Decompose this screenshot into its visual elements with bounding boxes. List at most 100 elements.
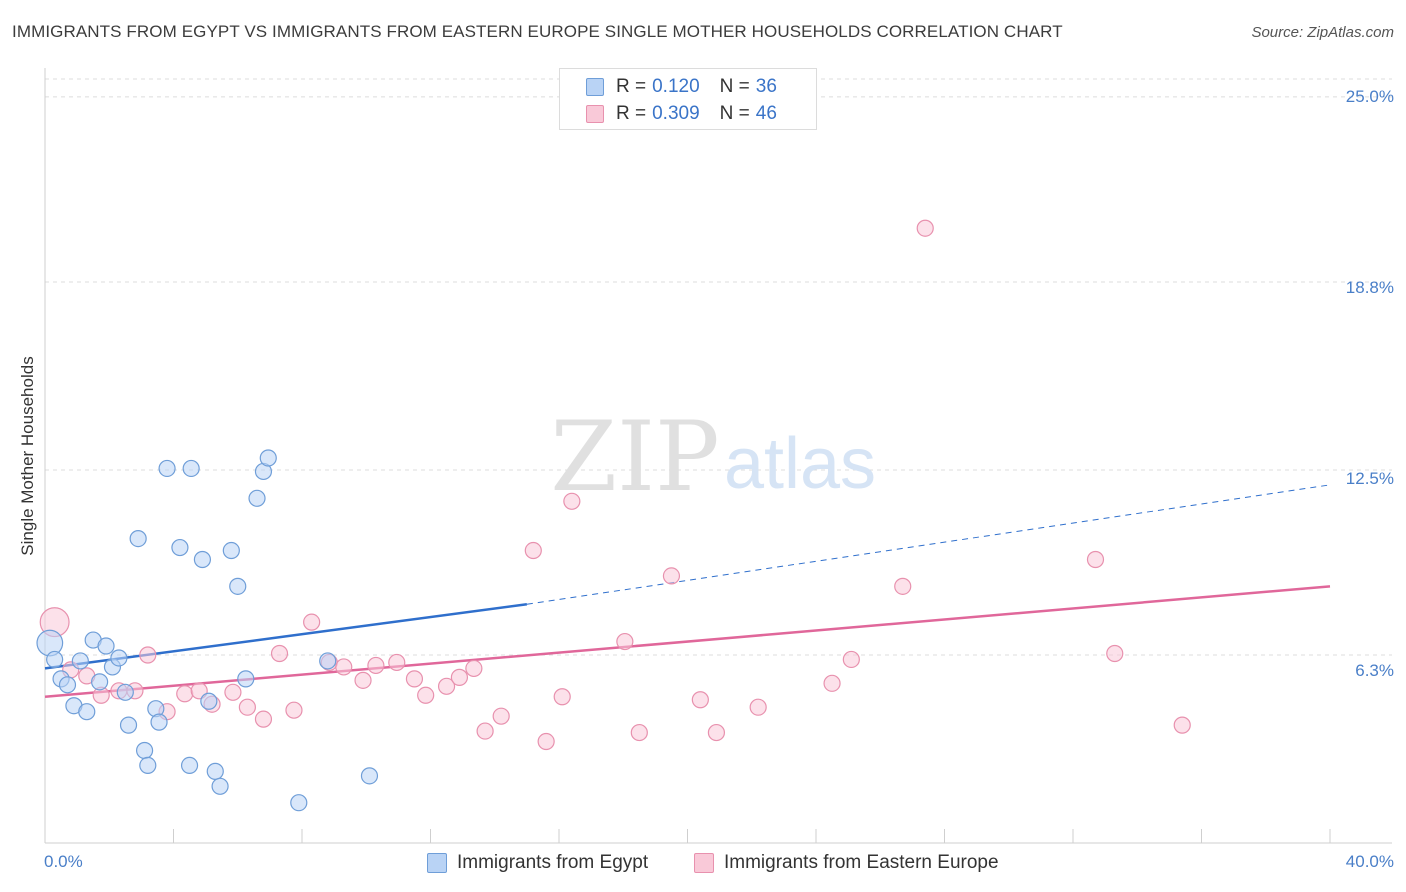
r-label: R = <box>616 76 647 97</box>
data-point-eastern-europe <box>476 722 494 740</box>
data-point-eastern-europe <box>524 541 542 560</box>
data-point-egypt <box>129 529 147 548</box>
r-value: 0.120 <box>652 76 700 97</box>
data-point-eastern-europe <box>270 644 289 663</box>
axes <box>44 68 1392 844</box>
data-point-egypt <box>222 541 240 560</box>
data-point-egypt <box>319 652 337 670</box>
data-point-eastern-europe <box>176 685 194 703</box>
data-point-eastern-europe <box>238 698 256 716</box>
n-label: N = <box>719 76 750 97</box>
n-value: 46 <box>755 103 777 124</box>
data-point-egypt <box>200 692 218 710</box>
data-point-eastern-europe <box>1086 550 1105 569</box>
data-point-eastern-europe <box>749 698 767 716</box>
data-point-egypt <box>58 676 77 694</box>
data-point-eastern-europe <box>630 723 648 742</box>
data-point-eastern-europe <box>916 219 934 237</box>
data-point-eastern-europe <box>417 686 435 704</box>
x-tick-label: 0.0% <box>44 852 83 871</box>
data-point-egypt <box>182 459 200 478</box>
legend-label-eastern-europe: Immigrants from Eastern Europe <box>724 852 999 873</box>
egypt-swatch <box>586 78 604 96</box>
chart-source: Source: ZipAtlas.com <box>1251 24 1394 41</box>
egypt-swatch <box>427 853 447 873</box>
y-tick-label: 18.8% <box>1345 278 1394 297</box>
data-point-egypt <box>206 762 224 780</box>
eastern-europe-swatch <box>586 105 604 123</box>
data-point-egypt <box>150 713 168 731</box>
legend-item-egypt[interactable]: Immigrants from Egypt <box>427 852 648 874</box>
trend-line-eastern-europe <box>44 585 1331 699</box>
data-point-eastern-europe <box>335 658 353 676</box>
y-tick-label: 6.3% <box>1355 661 1394 680</box>
watermark-zip: ZIP <box>550 401 719 513</box>
data-point-eastern-europe <box>691 691 709 709</box>
legend-item-eastern-europe[interactable]: Immigrants from Eastern Europe <box>694 852 999 874</box>
legend-row-egypt: R = 0.120 N = 36 <box>586 75 777 99</box>
data-point-egypt <box>78 703 96 721</box>
trend-line-egypt-projection <box>526 484 1331 605</box>
data-point-egypt <box>139 756 157 775</box>
data-point-eastern-europe <box>139 646 157 664</box>
data-point-eastern-europe <box>492 707 510 725</box>
data-point-eastern-europe <box>224 683 242 701</box>
r-value: 0.309 <box>652 103 700 124</box>
data-point-eastern-europe <box>254 710 273 728</box>
data-point-eastern-europe <box>537 732 555 751</box>
data-point-egypt <box>193 550 212 569</box>
data-point-egypt <box>91 673 109 691</box>
data-point-egypt <box>248 489 266 507</box>
data-point-egypt <box>116 683 134 701</box>
data-point-egypt <box>259 449 277 467</box>
chart-title: IMMIGRANTS FROM EGYPT VS IMMIGRANTS FROM… <box>12 22 1063 41</box>
data-point-eastern-europe <box>616 632 634 651</box>
data-point-eastern-europe <box>465 659 483 678</box>
data-point-egypt <box>237 670 255 688</box>
data-point-eastern-europe <box>1173 716 1191 734</box>
data-point-egypt <box>158 459 176 478</box>
data-point-egypt <box>171 538 189 557</box>
y-tick-label: 12.5% <box>1345 469 1394 488</box>
watermark-atlas: atlas <box>724 424 876 504</box>
correlation-legend: R = 0.120 N = 36 R = 0.309 N = 46 <box>559 68 817 130</box>
data-point-eastern-europe <box>553 688 571 706</box>
y-tick-label: 25.0% <box>1345 87 1394 106</box>
data-point-eastern-europe <box>662 567 681 585</box>
r-label: R = <box>616 103 647 124</box>
data-point-egypt <box>290 794 308 812</box>
watermark: ZIP atlas <box>550 401 876 513</box>
data-point-egypt <box>135 741 154 760</box>
data-point-eastern-europe <box>823 674 841 692</box>
data-point-egypt <box>360 767 379 785</box>
data-point-eastern-europe <box>303 613 321 631</box>
data-point-egypt <box>229 577 247 595</box>
data-point-eastern-europe <box>285 701 303 719</box>
data-point-eastern-europe <box>563 492 581 510</box>
data-point-egypt <box>119 716 138 734</box>
data-point-eastern-europe <box>367 656 385 675</box>
gridlines <box>45 78 1392 656</box>
data-point-egypt <box>110 649 128 667</box>
data-point-eastern-europe <box>894 577 912 595</box>
data-point-eastern-europe <box>388 653 406 672</box>
n-label: N = <box>719 103 750 124</box>
data-point-egypt <box>97 637 115 655</box>
data-point-eastern-europe <box>405 670 424 688</box>
n-value: 36 <box>755 76 777 97</box>
legend-label-egypt: Immigrants from Egypt <box>457 852 649 873</box>
data-point-eastern-europe <box>842 650 860 669</box>
x-tick-label: 40.0% <box>1345 852 1394 871</box>
data-point-eastern-europe <box>354 671 372 689</box>
data-point-egypt <box>46 650 64 669</box>
data-point-egypt <box>211 777 229 795</box>
data-point-eastern-europe <box>707 723 726 742</box>
data-point-egypt <box>180 756 199 775</box>
legend-row-eastern-europe: R = 0.309 N = 46 <box>586 102 777 126</box>
y-axis-label: Single Mother Households <box>18 356 37 556</box>
eastern-europe-swatch <box>694 853 714 873</box>
data-point-egypt <box>71 652 89 670</box>
data-point-eastern-europe <box>1106 644 1124 663</box>
data-point-eastern-europe <box>450 668 469 686</box>
